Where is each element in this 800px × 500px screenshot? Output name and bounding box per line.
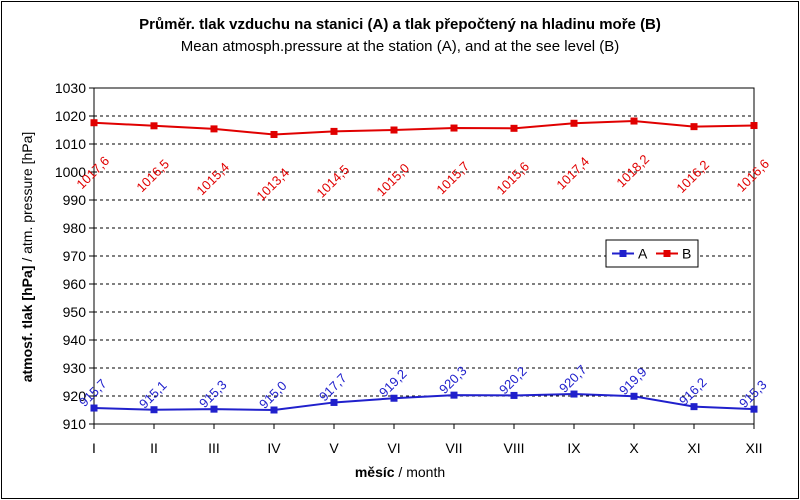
y-axis-title: atmosf. tlak [hPa] / atm. pressure [hPa] xyxy=(19,132,35,383)
series-b-marker xyxy=(690,123,698,131)
series-b-marker xyxy=(330,127,338,135)
series-b-line xyxy=(93,120,755,136)
series-a-marker xyxy=(690,403,698,411)
y-tick-label: 970 xyxy=(63,248,87,264)
chart-subtitle: Mean atmosph.pressure at the station (A)… xyxy=(181,38,620,55)
legend-label-a: A xyxy=(638,246,648,262)
x-tick-label: I xyxy=(92,440,96,456)
series-b-marker xyxy=(210,125,218,133)
x-axis-ticks: I II III IV V VI VII VIII IX X XI XII xyxy=(92,424,763,456)
series-a-marker xyxy=(270,406,278,414)
series-b-marker xyxy=(510,124,518,132)
y-tick-label: 920 xyxy=(63,388,87,404)
legend-marker-a xyxy=(619,250,627,257)
x-tick-label: III xyxy=(208,440,220,456)
y-axis-title-bold: atmosf. tlak [hPa] xyxy=(19,266,35,383)
x-tick-label: XII xyxy=(745,440,762,456)
y-tick-label: 1010 xyxy=(55,136,86,152)
series-b-marker xyxy=(270,130,278,138)
series-a-marker xyxy=(90,404,98,412)
series-b-marker xyxy=(450,124,458,132)
series-a-marker xyxy=(450,391,458,399)
y-tick-label: 910 xyxy=(63,416,87,432)
series-a-marker xyxy=(210,405,218,413)
y-tick-label: 960 xyxy=(63,276,87,292)
series-a-marker xyxy=(630,392,638,400)
x-tick-label: II xyxy=(150,440,158,456)
y-tick-label: 1000 xyxy=(55,164,86,180)
series-b-marker xyxy=(570,119,578,127)
x-tick-label: VIII xyxy=(503,440,524,456)
y-tick-label: 950 xyxy=(63,304,87,320)
y-tick-label: 980 xyxy=(63,220,87,236)
x-tick-label: IX xyxy=(567,440,581,456)
x-tick-label: VII xyxy=(445,440,462,456)
x-axis-title-bold: měsíc xyxy=(355,464,395,480)
y-tick-label: 990 xyxy=(63,192,87,208)
legend-label-b: B xyxy=(682,246,691,262)
series-a-marker xyxy=(570,390,578,398)
y-tick-label: 940 xyxy=(63,332,87,348)
y-tick-label: 930 xyxy=(63,360,87,376)
y-tick-label: 1020 xyxy=(55,108,86,124)
x-tick-label: X xyxy=(629,440,639,456)
series-b-marker xyxy=(630,117,638,125)
y-axis-ticks: 910 920 930 940 950 960 970 980 990 1000 1010 1020 1… xyxy=(55,80,94,432)
y-tick-label: 1030 xyxy=(55,80,86,96)
x-tick-label: IV xyxy=(267,440,281,456)
series-lines xyxy=(90,117,758,414)
grid-lines xyxy=(94,115,754,397)
series-b-marker xyxy=(390,126,398,134)
series-b-marker xyxy=(750,122,758,130)
series-a-line xyxy=(93,393,755,412)
series-a-marker xyxy=(390,394,398,402)
series-a-marker xyxy=(150,406,158,414)
x-tick-label: V xyxy=(329,440,339,456)
series-a-marker xyxy=(330,398,338,406)
legend-marker-b xyxy=(663,250,671,257)
series-a-marker xyxy=(510,391,518,399)
series-a-marker xyxy=(750,405,758,413)
chart-title: Průměr. tlak vzduchu na stanici (A) a tl… xyxy=(139,16,661,33)
y-axis-title-rest: / atm. pressure [hPa] xyxy=(19,132,35,266)
x-axis-title-rest: / month xyxy=(395,464,446,480)
x-tick-label: VI xyxy=(387,440,400,456)
x-tick-label: XI xyxy=(687,440,700,456)
series-b-marker xyxy=(150,122,158,130)
x-axis-title: měsíc / month xyxy=(355,464,445,480)
series-b-marker xyxy=(90,119,98,127)
